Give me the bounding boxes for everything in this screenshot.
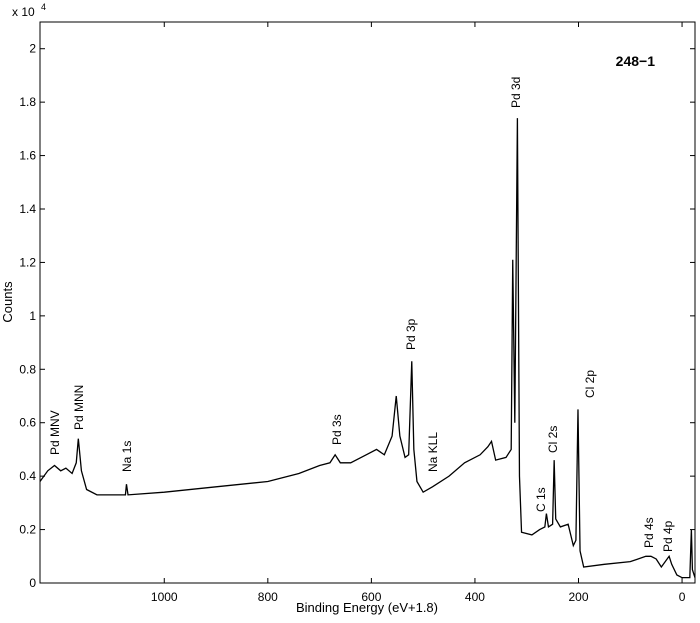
peak-annotation: Pd MNN: [72, 385, 86, 430]
y-multiplier-exponent: 4: [41, 2, 46, 12]
x-tick-label: 0: [679, 590, 686, 604]
peak-annotation: Pd MNV: [48, 410, 62, 455]
y-tick-label: 1.4: [19, 202, 36, 216]
peak-annotation: Pd 3s: [330, 414, 344, 445]
x-tick-label: 200: [568, 590, 588, 604]
y-tick-label: 1: [29, 309, 36, 323]
y-tick-label: 0: [29, 576, 36, 590]
spectrum-line: [39, 118, 696, 579]
peak-annotation: Na KLL: [426, 432, 440, 472]
peak-annotation: Pd 3p: [404, 318, 418, 350]
peak-annotation: Pd 3d: [509, 77, 523, 108]
y-tick-label: 1.2: [19, 255, 36, 269]
x-tick-label: 600: [361, 590, 381, 604]
peak-annotation: C 1s: [534, 487, 548, 512]
plot-frame: [39, 21, 696, 584]
y-tick-label: 0.8: [19, 362, 36, 376]
x-tick-label: 800: [258, 590, 278, 604]
y-tick-label: 2: [29, 42, 36, 56]
y-tick-label: 0.2: [19, 523, 36, 537]
peak-annotation: Pd 4s: [642, 517, 656, 548]
x-axis-label: Binding Energy (eV+1.8): [296, 600, 438, 615]
y-tick-label: 1.6: [19, 149, 36, 163]
x-tick-label: 1000: [151, 590, 178, 604]
y-tick-label: 0.4: [19, 469, 36, 483]
x-tick-label: 400: [465, 590, 485, 604]
y-tick-label: 0.6: [19, 416, 36, 430]
peak-annotation: Na 1s: [120, 441, 134, 472]
peak-annotation: Pd 4p: [661, 520, 675, 552]
peak-annotation: Cl 2p: [583, 370, 597, 398]
y-tick-label: 1.8: [19, 95, 36, 109]
peak-annotation: Cl 2s: [546, 426, 560, 453]
y-multiplier: x 10: [12, 5, 35, 19]
chart-title: 248−1: [616, 53, 656, 69]
y-axis-label: Counts: [0, 281, 15, 323]
